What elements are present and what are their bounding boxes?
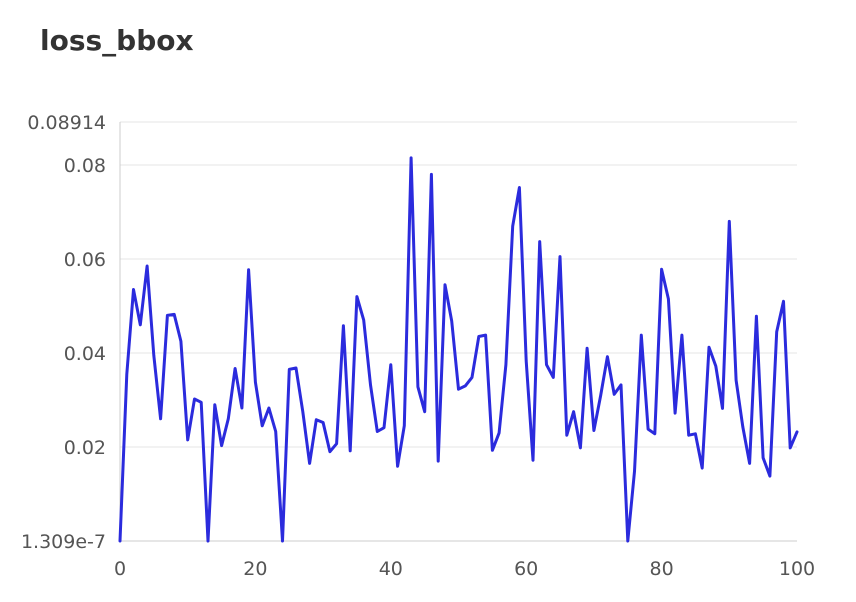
y-tick-label: 0.08914 — [27, 112, 106, 134]
x-axis-ticks: 0 20 40 60 80 100 — [114, 558, 815, 580]
x-tick-label: 40 — [379, 558, 403, 580]
x-tick-label: 0 — [114, 558, 126, 580]
axes — [119, 122, 797, 542]
y-tick-label: 0.08 — [64, 155, 106, 177]
x-tick-label: 60 — [514, 558, 538, 580]
y-axis-ticks: 1.309e-7 0.02 0.04 0.06 0.08 0.08914 — [21, 112, 106, 553]
series-group — [118, 156, 799, 543]
x-tick-label: 100 — [779, 558, 815, 580]
y-tick-label: 0.06 — [64, 249, 106, 271]
y-tick-label: 0.02 — [64, 437, 106, 459]
y-tick-label: 1.309e-7 — [21, 531, 106, 553]
x-tick-label: 80 — [650, 558, 674, 580]
y-tick-label: 0.04 — [64, 343, 106, 365]
x-tick-label: 20 — [243, 558, 267, 580]
grid-lines — [120, 121, 797, 448]
chart-title: loss_bbox — [40, 24, 194, 57]
series-line — [118, 156, 799, 543]
